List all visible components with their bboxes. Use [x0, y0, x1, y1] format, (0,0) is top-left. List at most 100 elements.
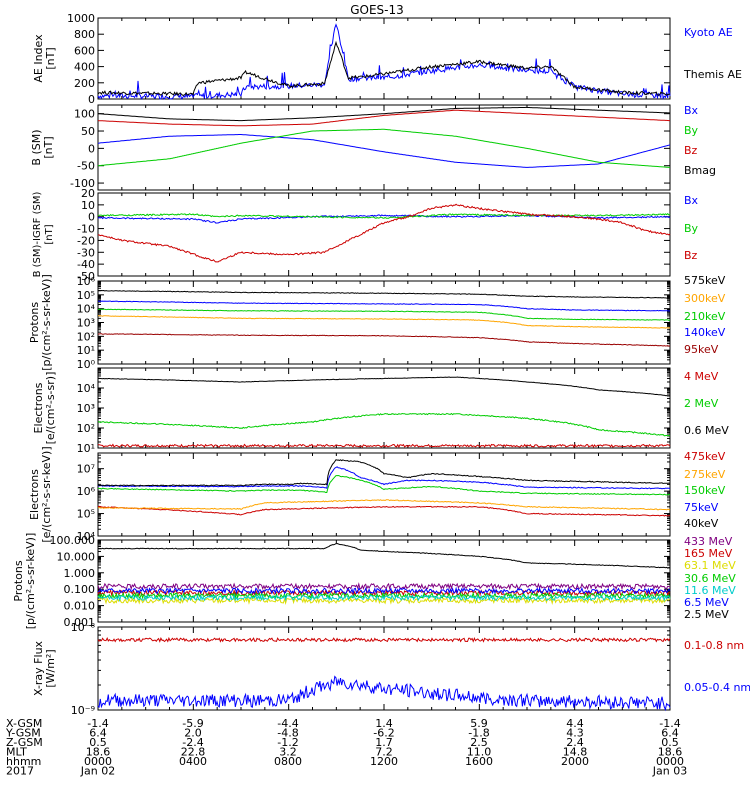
series-line-bx — [97, 134, 671, 168]
y-tick-label: 10⁴ — [77, 530, 96, 543]
panel-5: 10¹ 10² 10³ 10⁴ Electrons[e/(cm²-s-sr)] 4 MeV… — [32, 367, 729, 455]
series-line-140kev — [97, 300, 671, 312]
legend-entry: 0.6 MeV — [684, 424, 729, 437]
orbit-cell: -1.4 — [87, 717, 108, 730]
y-tick-label: 50 — [81, 125, 95, 138]
y-tick-label: 10³ — [77, 317, 95, 330]
series-line-2-5-mev — [97, 542, 671, 569]
legend-entry: 475keV — [684, 450, 726, 463]
y-axis-label: AE Index[nT] — [32, 34, 57, 83]
orbit-row-label: MLT — [6, 746, 27, 759]
y-tick-label: 10 — [81, 199, 95, 212]
y-tick-label: -50 — [77, 270, 95, 283]
y-axis-label: X-ray Flux[W/m²] — [32, 640, 57, 696]
legend-entry: 575keV — [684, 274, 726, 287]
orbit-cell: 5.9 — [470, 717, 488, 730]
series-line-by — [97, 128, 670, 168]
y-tick-label: 10⁻⁹ — [71, 704, 95, 717]
series-line-4-mev — [97, 443, 671, 448]
orbit-cell: 1200 — [370, 755, 398, 768]
series-line-95kev — [97, 333, 671, 347]
orbit-cell: 1.7 — [375, 736, 393, 749]
panel-7: 0.001 0.010 0.100 1.000 10.000 100.000 Protons… — [12, 533, 736, 630]
legend-entry: 11.6 MeV — [684, 584, 736, 597]
series-line-275kev — [97, 499, 671, 511]
legend-entry: 30.6 MeV — [684, 572, 736, 585]
orbit-cell: 18.6 — [86, 746, 111, 759]
orbit-cell: 2000 — [561, 755, 589, 768]
y-tick-label: 0.001 — [64, 616, 96, 629]
y-tick-label: 10⁴ — [77, 382, 96, 395]
y-tick-label: 10⁴ — [77, 303, 96, 316]
series-line-575kev — [97, 289, 670, 299]
y-axis-label: B (SM)-IGRF (SM)[nT] — [32, 192, 55, 278]
panel-frame — [97, 104, 671, 191]
series-line-themis-ae — [97, 40, 671, 97]
orbit-cell: 0400 — [179, 755, 207, 768]
series-line-75kev — [97, 466, 671, 490]
y-tick-label: 0 — [88, 211, 95, 224]
y-axis-label: Electrons[e/(cm²-s-sr-keV)] — [28, 446, 53, 542]
orbit-cell: 0000 — [84, 755, 112, 768]
orbit-cell: 18.6 — [658, 746, 683, 759]
legend-entry: 210keV — [684, 310, 726, 323]
legend-entry: Themis AE — [683, 68, 742, 81]
panel-frame — [97, 192, 671, 277]
orbit-cell: 2.5 — [470, 736, 488, 749]
series-line-11-6-mev — [97, 593, 671, 603]
legend-entry: 165 MeV — [684, 547, 733, 560]
y-axis-label: Protons[p/(cm²-s-sr-keV)] — [28, 274, 53, 371]
legend-entry: 2 MeV — [684, 397, 719, 410]
orbit-row-label: X-GSM — [6, 717, 42, 730]
orbit-cell: Jan 03 — [652, 765, 687, 778]
y-tick-label: -10 — [77, 223, 95, 236]
series-line-210kev — [97, 308, 671, 321]
orbit-cell: 1600 — [465, 755, 493, 768]
legend-entry: Bz — [684, 144, 698, 157]
panel-1: 0 200 400 600 800 1000 AE Index[nT] Kyoto AE The… — [32, 12, 742, 106]
legend-entry: 4 MeV — [684, 370, 719, 383]
legend-entry: 150keV — [684, 484, 726, 497]
y-tick-label: 10⁶ — [77, 485, 96, 498]
series-line-kyoto-ae — [97, 23, 671, 101]
y-tick-label: 20 — [81, 187, 95, 200]
legend-entry: 0.1-0.8 nm — [684, 639, 744, 652]
y-tick-label: 10⁻⁸ — [71, 621, 96, 634]
orbit-cell: 0.5 — [661, 736, 679, 749]
series-line-40kev — [97, 459, 670, 487]
orbit-cell: -4.4 — [277, 717, 298, 730]
series-line-63-1-mev — [97, 596, 671, 605]
y-tick-label: 600 — [74, 44, 95, 57]
y-tick-label: 10⁶ — [77, 275, 96, 288]
legend-entry: By — [684, 124, 699, 137]
orbit-row-label: Y-GSM — [5, 727, 41, 740]
orbit-cell: 2.4 — [566, 736, 584, 749]
legend-entry: Kyoto AE — [684, 26, 733, 39]
orbit-cell: -1.4 — [659, 717, 680, 730]
y-tick-label: 10¹ — [77, 442, 95, 455]
orbit-cell: 3.2 — [279, 746, 297, 759]
legend-entry: 140keV — [684, 326, 726, 339]
orbit-cell: 14.8 — [563, 746, 588, 759]
orbit-cell: -6.2 — [373, 727, 394, 740]
panel-frame — [97, 17, 671, 100]
orbit-cell: -1.8 — [468, 727, 489, 740]
y-tick-label: 1.000 — [64, 567, 96, 580]
y-tick-label: -30 — [77, 246, 95, 259]
y-tick-label: 0.010 — [64, 600, 96, 613]
y-tick-label: 0.100 — [64, 583, 96, 596]
orbit-cell: 11.0 — [467, 746, 492, 759]
legend-entry: 2.5 MeV — [684, 608, 729, 621]
series-line-6-5-mev — [97, 586, 671, 595]
y-axis-label: Electrons[e/(cm²-s-sr)] — [32, 372, 57, 445]
y-tick-label: 1000 — [67, 12, 95, 25]
orbit-cell: -5.9 — [182, 717, 203, 730]
series-line-bz — [98, 203, 671, 263]
y-tick-label: 10³ — [77, 402, 95, 415]
y-tick-label: -100 — [70, 177, 95, 190]
y-tick-label: -50 — [77, 160, 95, 173]
legend-entry: 40keV — [684, 517, 719, 530]
legend-entry: 6.5 MeV — [684, 596, 729, 609]
orbit-cell: 2.0 — [184, 727, 202, 740]
